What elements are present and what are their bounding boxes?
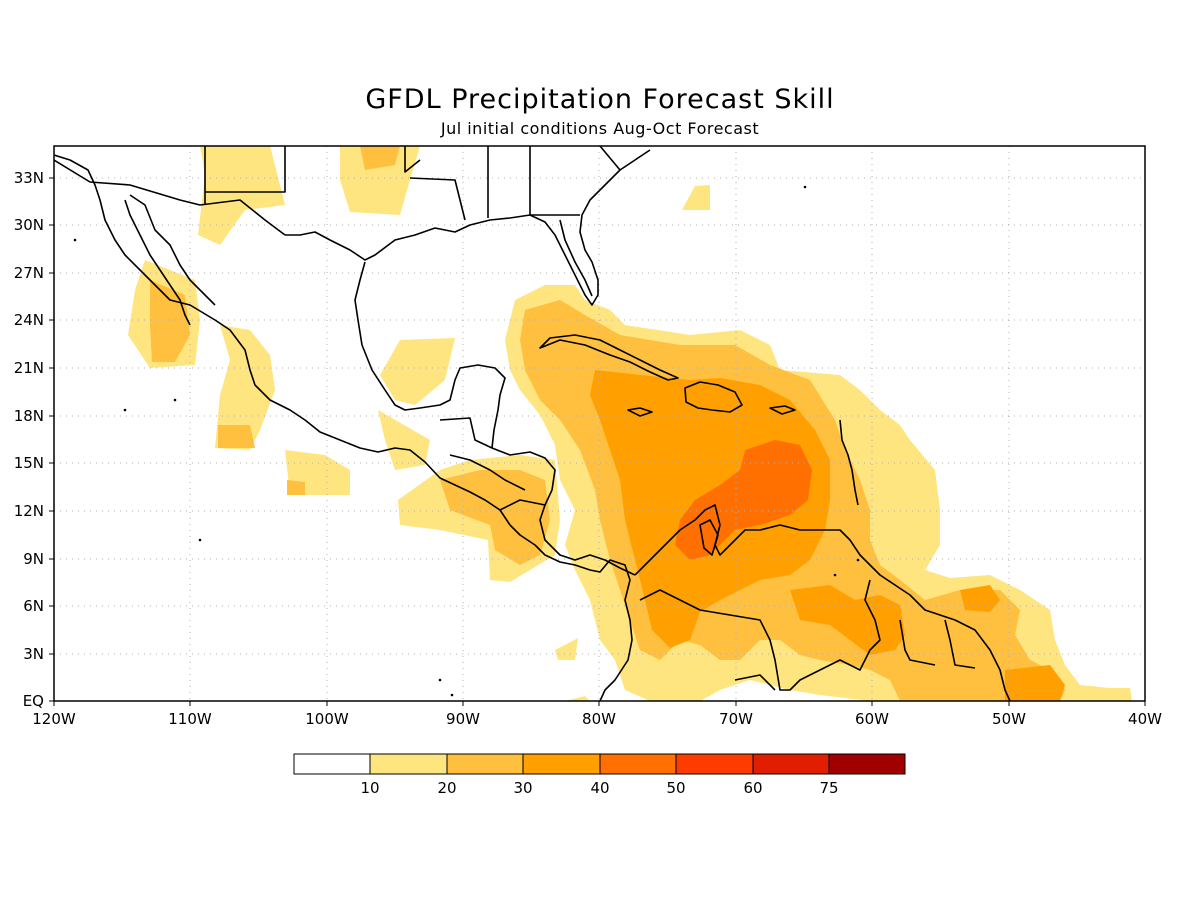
graticule — [54, 146, 1145, 701]
map-subtitle: Jul initial conditions Aug-Oct Forecast — [440, 119, 760, 138]
colorbar-segment — [293, 753, 371, 775]
lat-label: 15N — [14, 454, 44, 472]
lon-label: 110W — [168, 710, 212, 728]
axis-ticks — [49, 177, 1146, 706]
colorbar-label: 60 — [743, 779, 762, 797]
colorbar-segment — [369, 753, 448, 775]
colorbar-segment — [828, 753, 906, 775]
colorbar-label: 75 — [819, 779, 838, 797]
lon-label: 90W — [446, 710, 480, 728]
colorbar-label: 20 — [437, 779, 456, 797]
skill-band-40-50 — [675, 440, 812, 560]
lat-label: 18N — [14, 407, 44, 425]
lat-label: 12N — [14, 502, 44, 520]
colorbar-segment — [446, 753, 524, 775]
colorbar: 10 20 30 40 50 60 75 — [293, 753, 906, 797]
lat-label: 9N — [23, 550, 44, 568]
lat-label: 21N — [14, 359, 44, 377]
lat-label: 30N — [14, 216, 44, 234]
lat-label: 27N — [14, 264, 44, 282]
lon-label: 50W — [992, 710, 1026, 728]
colorbar-segment — [599, 753, 677, 775]
colorbar-label: 30 — [513, 779, 532, 797]
lat-label: EQ — [23, 692, 44, 710]
small-islands — [73, 185, 860, 697]
lon-label: 120W — [32, 710, 76, 728]
lon-label: 60W — [855, 710, 889, 728]
lon-label: 40W — [1128, 710, 1162, 728]
colorbar-label: 40 — [590, 779, 609, 797]
map-title: GFDL Precipitation Forecast Skill — [365, 84, 835, 115]
lat-label: 3N — [23, 645, 44, 663]
lat-label: 6N — [23, 597, 44, 615]
lon-label: 80W — [582, 710, 616, 728]
lat-label: 24N — [14, 311, 44, 329]
lon-label: 100W — [305, 710, 349, 728]
lon-label: 70W — [719, 710, 753, 728]
coastlines — [54, 146, 1011, 701]
colorbar-segment — [752, 753, 830, 775]
latitude-labels: EQ 3N 6N 9N 12N 15N 18N 21N 24N 27N 30N … — [14, 169, 44, 710]
lat-label: 33N — [14, 169, 44, 187]
longitude-labels: 120W 110W 100W 90W 80W 70W 60W 50W 40W — [32, 710, 1162, 728]
colorbar-label: 50 — [666, 779, 685, 797]
colorbar-label: 10 — [360, 779, 379, 797]
skill-shading — [128, 146, 1132, 701]
colorbar-segment — [675, 753, 754, 775]
colorbar-segment — [522, 753, 601, 775]
